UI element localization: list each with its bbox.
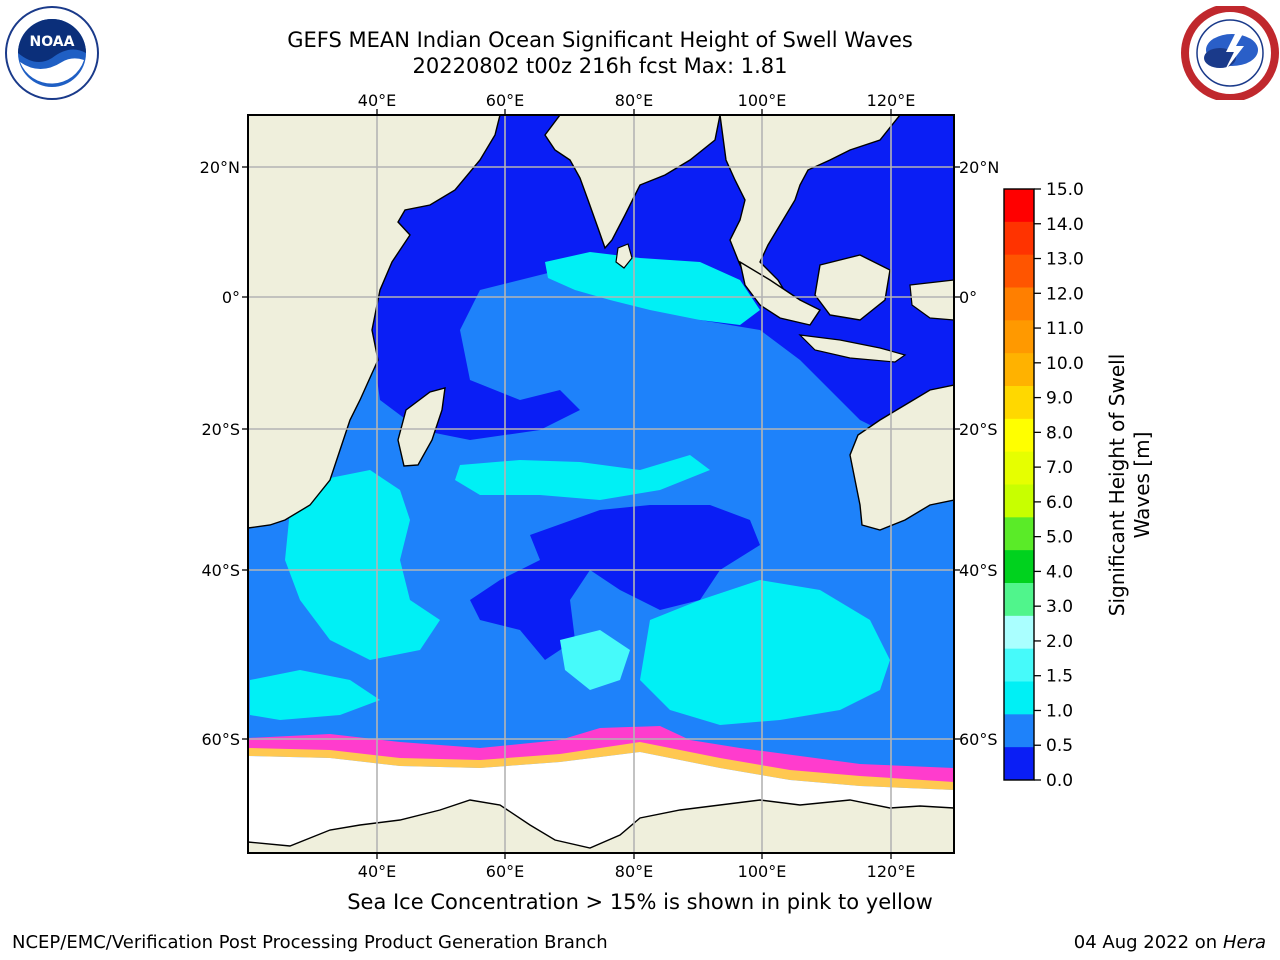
colorbar-title-line1: Significant Height of Swell xyxy=(1105,354,1129,616)
colorbar-tick-label: 9.0 xyxy=(1046,389,1073,409)
lon-label-bottom: 40°E xyxy=(358,862,396,881)
swell-zone-low-south xyxy=(470,505,760,660)
colorbar-tick-label: 2.0 xyxy=(1046,632,1073,652)
colorbar-swatch xyxy=(1004,386,1034,420)
colorbar-swatch xyxy=(1004,451,1034,485)
lon-label-bottom: 100°E xyxy=(738,862,787,881)
sea-ice-note: Sea Ice Concentration > 15% is shown in … xyxy=(347,890,933,914)
lon-label-top: 60°E xyxy=(486,91,524,110)
colorbar-frame xyxy=(1003,188,1035,781)
swell-zone-higher-patch xyxy=(560,630,630,690)
colorbar-swatch xyxy=(1004,747,1034,781)
land-southeast-asia xyxy=(719,115,901,311)
chart-title: GEFS MEAN Indian Ocean Significant Heigh… xyxy=(287,28,913,52)
land-sri-lanka xyxy=(615,243,633,269)
colorbar-swatch xyxy=(1004,418,1034,453)
lat-label-left: 60°S xyxy=(201,730,240,749)
colorbar-swatch xyxy=(1004,583,1034,617)
colorbar-title-line2: Waves [m] xyxy=(1130,432,1154,539)
colorbar-swatch xyxy=(1004,648,1034,682)
colorbar-tick-label: 0.5 xyxy=(1046,736,1073,756)
colorbar-swatch xyxy=(1004,484,1034,518)
colorbar-tick-label: 10.0 xyxy=(1046,354,1084,374)
land-australia xyxy=(849,384,954,531)
colorbar-swatch xyxy=(1004,221,1034,256)
colorbar-ticks xyxy=(1034,188,1041,781)
lat-label-left: 20°N xyxy=(200,158,240,177)
colorbar-tick-label: 4.0 xyxy=(1046,562,1073,582)
lat-label-left: 0° xyxy=(222,288,240,307)
colorbar-swatch xyxy=(1004,615,1034,650)
colorbar-tick-label: 3.0 xyxy=(1046,597,1073,617)
colorbar-swatch xyxy=(1004,254,1034,288)
colorbar-tick-label: 12.0 xyxy=(1046,284,1084,304)
land-africa-arabia xyxy=(248,115,501,529)
colorbar-tick-label: 1.0 xyxy=(1046,701,1073,721)
lat-label-right: 40°S xyxy=(959,561,998,580)
graticule xyxy=(248,115,954,853)
map-area xyxy=(248,115,954,853)
lon-label-bottom: 60°E xyxy=(486,862,524,881)
colorbar-swatch xyxy=(1004,517,1034,551)
land-antarctica xyxy=(248,799,954,853)
swell-zone-high-southwest xyxy=(250,670,380,720)
swell-zone-high-equator xyxy=(545,252,760,325)
swell-zone-high-southeast xyxy=(640,580,890,725)
lat-label-left: 40°S xyxy=(201,561,240,580)
colorbar-swatch xyxy=(1004,681,1034,715)
colorbar-swatch xyxy=(1004,320,1034,354)
colorbar-tick-label: 0.0 xyxy=(1046,771,1073,791)
lon-label-bottom: 80°E xyxy=(615,862,653,881)
date-text: 04 Aug 2022 on Hera xyxy=(1074,932,1266,953)
colorbar-swatch xyxy=(1004,189,1034,223)
colorbar-tick-label: 11.0 xyxy=(1046,319,1084,339)
colorbar-tick-label: 13.0 xyxy=(1046,250,1084,270)
land-sumatra-borneo xyxy=(738,254,891,326)
map-frame xyxy=(247,114,955,854)
lon-label-top: 100°E xyxy=(738,91,787,110)
colorbar-tick-label: 5.0 xyxy=(1046,528,1073,548)
colorbar-tick-label: 7.0 xyxy=(1046,458,1073,478)
lat-label-right: 20°N xyxy=(959,158,999,177)
land-java xyxy=(798,334,907,363)
swell-zone-high-mid xyxy=(455,455,710,500)
colorbar-swatch xyxy=(1004,550,1034,584)
chart-subtitle: 20220802 t00z 216h fcst Max: 1.81 xyxy=(412,54,788,78)
lon-label-top: 40°E xyxy=(358,91,396,110)
lat-label-right: 60°S xyxy=(959,730,998,749)
colorbar-swatch xyxy=(1004,714,1034,748)
colorbar-swatch xyxy=(1004,287,1034,321)
nws-logo xyxy=(1181,6,1279,100)
colorbar-swatch xyxy=(1004,353,1034,387)
colorbar-tick-label: 14.0 xyxy=(1046,215,1084,235)
lat-label-right: 20°S xyxy=(959,420,998,439)
colorbar xyxy=(1004,189,1034,781)
colorbar-tick-label: 8.0 xyxy=(1046,423,1073,443)
colorbar-tick-label: 6.0 xyxy=(1046,493,1073,513)
lon-label-bottom: 120°E xyxy=(867,862,916,881)
swell-zone-high-west xyxy=(285,470,440,660)
land-madagascar xyxy=(397,387,446,467)
colorbar-tick-label: 1.5 xyxy=(1046,667,1073,687)
date-prefix: 04 Aug 2022 on xyxy=(1073,932,1218,953)
land-india xyxy=(544,115,721,250)
lat-label-left: 20°S xyxy=(201,420,240,439)
svg-text:NOAA: NOAA xyxy=(30,34,75,50)
noaa-logo: NOAA xyxy=(5,6,99,100)
credit-text: NCEP/EMC/Verification Post Processing Pr… xyxy=(12,932,608,953)
land-new-guinea xyxy=(909,279,954,321)
colorbar-tick-label: 15.0 xyxy=(1046,180,1084,200)
lat-label-right: 0° xyxy=(959,288,977,307)
host-name: Hera xyxy=(1222,932,1266,953)
sea-ice-yellow xyxy=(248,742,954,790)
lon-label-top: 120°E xyxy=(867,91,916,110)
lon-label-top: 80°E xyxy=(615,91,653,110)
